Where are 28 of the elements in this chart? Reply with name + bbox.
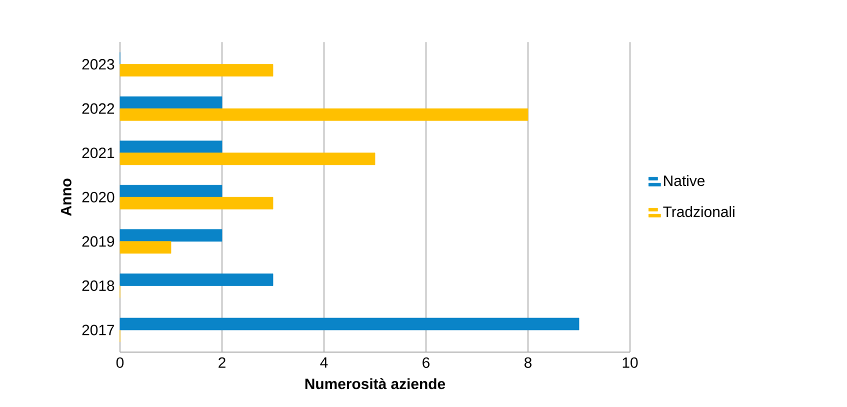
x-tick-label: 0 — [116, 357, 124, 368]
y-tick-label: 2017 — [82, 324, 114, 336]
bar — [120, 64, 274, 76]
y-axis-title: Anno — [60, 178, 72, 216]
bar — [120, 318, 580, 330]
legend-label: Native — [664, 175, 705, 186]
bar — [120, 108, 528, 121]
x-tick-label: 2 — [218, 357, 226, 368]
y-tick-label: 2018 — [82, 280, 114, 291]
bar — [120, 274, 274, 286]
x-tick-label: 8 — [524, 357, 532, 368]
y-tick-label: 2020 — [82, 192, 114, 202]
bar — [120, 140, 222, 154]
bar — [120, 152, 376, 166]
x-tick-label: 10 — [622, 357, 638, 368]
bar — [120, 196, 274, 210]
y-tick-label: 2019 — [82, 236, 114, 247]
bar — [120, 184, 222, 198]
y-tick-label: 2023 — [82, 58, 114, 70]
x-tick-label: 4 — [320, 357, 328, 368]
bar — [120, 229, 222, 242]
y-tick-label: 2022 — [82, 103, 114, 114]
x-tick-label: 6 — [422, 357, 430, 368]
x-axis-title: Numerosità aziende — [305, 378, 446, 390]
bar — [120, 241, 172, 254]
legend-label: Tradzionali — [663, 206, 734, 218]
y-tick-label: 2021 — [82, 148, 114, 158]
bar — [120, 96, 222, 109]
